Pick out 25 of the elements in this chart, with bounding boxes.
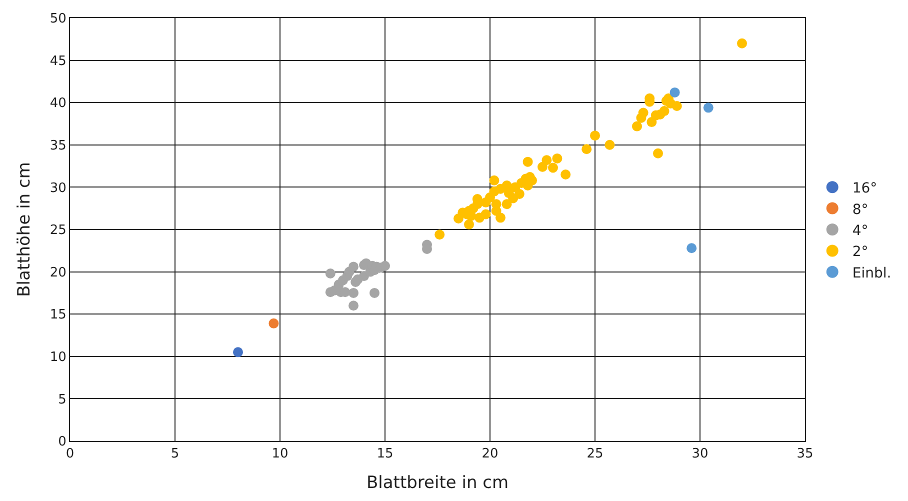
- x-axis-title: Blattbreite in cm: [366, 473, 509, 493]
- legend-label: 8°: [852, 202, 868, 218]
- legend-label: 2°: [852, 244, 868, 260]
- y-tick-label: 50: [50, 12, 66, 27]
- legend-label: Einbl.: [852, 265, 892, 282]
- legend-label: 16°: [852, 180, 878, 197]
- y-tick-label: 0: [58, 434, 66, 450]
- x-tick-label: 25: [586, 446, 604, 462]
- y-tick-label: 40: [50, 96, 66, 112]
- x-tick-label: 20: [482, 446, 498, 462]
- x-tick-label: 5: [170, 446, 180, 462]
- legend-label: 4°: [852, 222, 868, 239]
- y-tick-label: 5: [58, 392, 66, 408]
- y-tick-label: 20: [50, 265, 66, 280]
- x-tick-label: 30: [692, 446, 708, 462]
- y-tick-label: 35: [50, 138, 66, 154]
- y-tick-label: 45: [50, 54, 66, 69]
- y-tick-label: 30: [50, 180, 66, 196]
- y-tick-label: 15: [50, 308, 66, 323]
- x-tick-label: 10: [272, 446, 288, 462]
- x-tick-label: 15: [376, 446, 394, 462]
- y-axis-title: Blatthöhe in cm: [14, 162, 34, 297]
- y-tick-label: 10: [50, 350, 66, 365]
- y-tick-label: 25: [50, 223, 66, 238]
- x-tick-label: 35: [796, 446, 814, 462]
